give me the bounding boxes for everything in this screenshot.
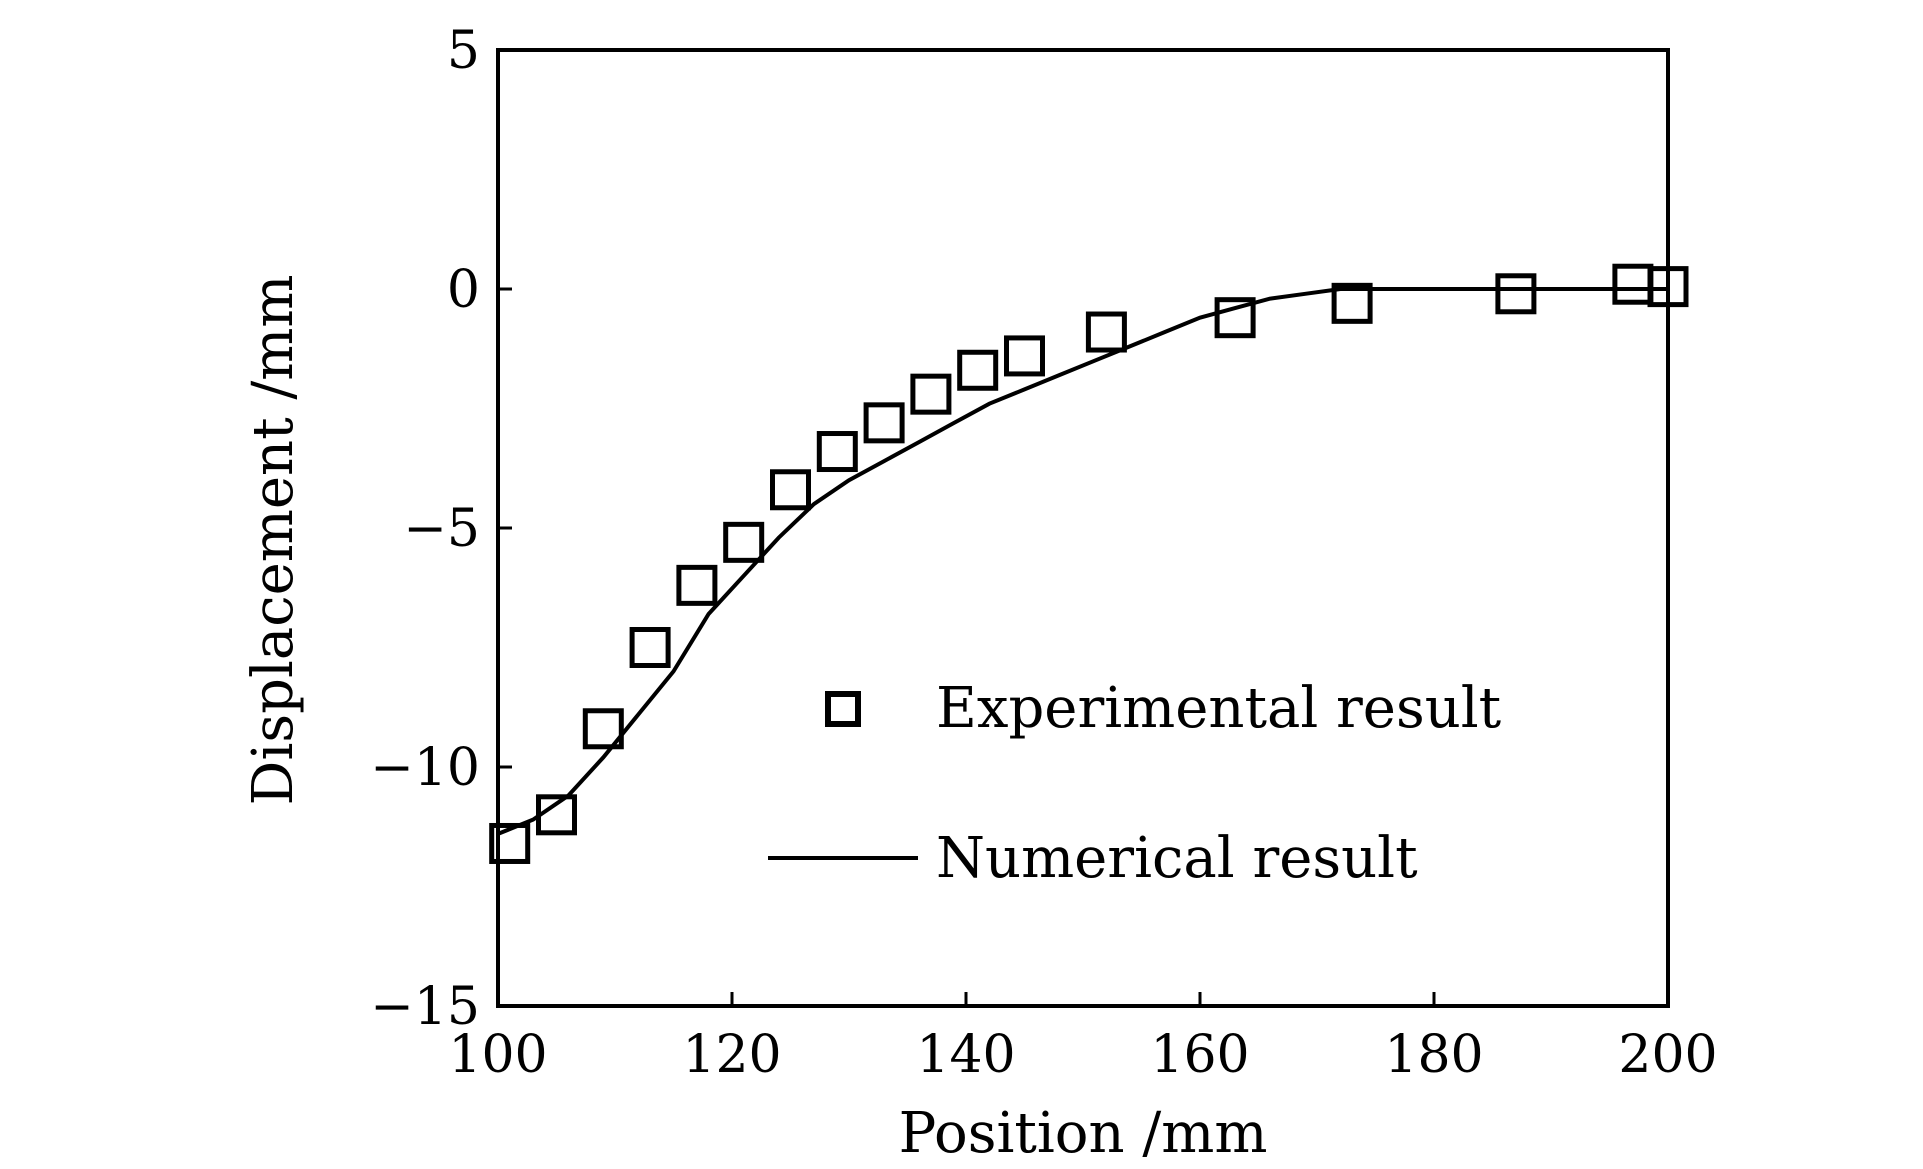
experimental-point (910, 373, 952, 415)
experimental-series (489, 263, 1689, 864)
x-tick-label: 160 (1150, 1025, 1249, 1085)
x-axis: 100 120 140 160 180 200 (448, 992, 1718, 1085)
experimental-point (1647, 266, 1689, 308)
numerical-series (497, 287, 1668, 836)
numerical-result-line (497, 287, 1668, 836)
y-tick-label: −5 (403, 499, 480, 559)
y-axis-label: Displacement /mm (241, 275, 306, 806)
experimental-point (1085, 311, 1127, 353)
experimental-point (1331, 282, 1373, 324)
experimental-point (816, 431, 858, 473)
experimental-point (770, 469, 811, 511)
x-tick-label: 140 (916, 1025, 1015, 1085)
experimental-point (1495, 273, 1537, 315)
experimental-point (1214, 297, 1256, 339)
x-axis-label: Position /mm (899, 1101, 1268, 1166)
legend-label-numerical: Numerical result (936, 826, 1418, 891)
experimental-point (489, 822, 531, 864)
experimental-point (723, 521, 765, 563)
experimental-point (1612, 263, 1654, 305)
y-tick-label: −10 (370, 738, 480, 798)
experimental-point (536, 794, 577, 836)
experimental-point (1004, 335, 1045, 377)
experimental-point (957, 349, 999, 391)
experimental-point (582, 708, 624, 750)
legend-marker-experimental (825, 691, 861, 727)
y-tick-label: 0 (447, 260, 480, 320)
experimental-point (863, 402, 905, 444)
x-tick-label: 120 (682, 1025, 781, 1085)
legend-label-experimental: Experimental result (936, 676, 1502, 741)
y-tick-label: 5 (447, 21, 480, 81)
x-tick-label: 180 (1384, 1025, 1483, 1085)
y-axis: 5 0 −5 −10 −15 (370, 21, 512, 1037)
experimental-point (676, 564, 718, 606)
x-tick-label: 100 (448, 1025, 547, 1085)
x-tick-label: 200 (1618, 1025, 1717, 1085)
y-tick-label: −15 (370, 977, 480, 1037)
legend: Experimental result Numerical result (768, 676, 1502, 891)
experimental-point (629, 627, 671, 668)
